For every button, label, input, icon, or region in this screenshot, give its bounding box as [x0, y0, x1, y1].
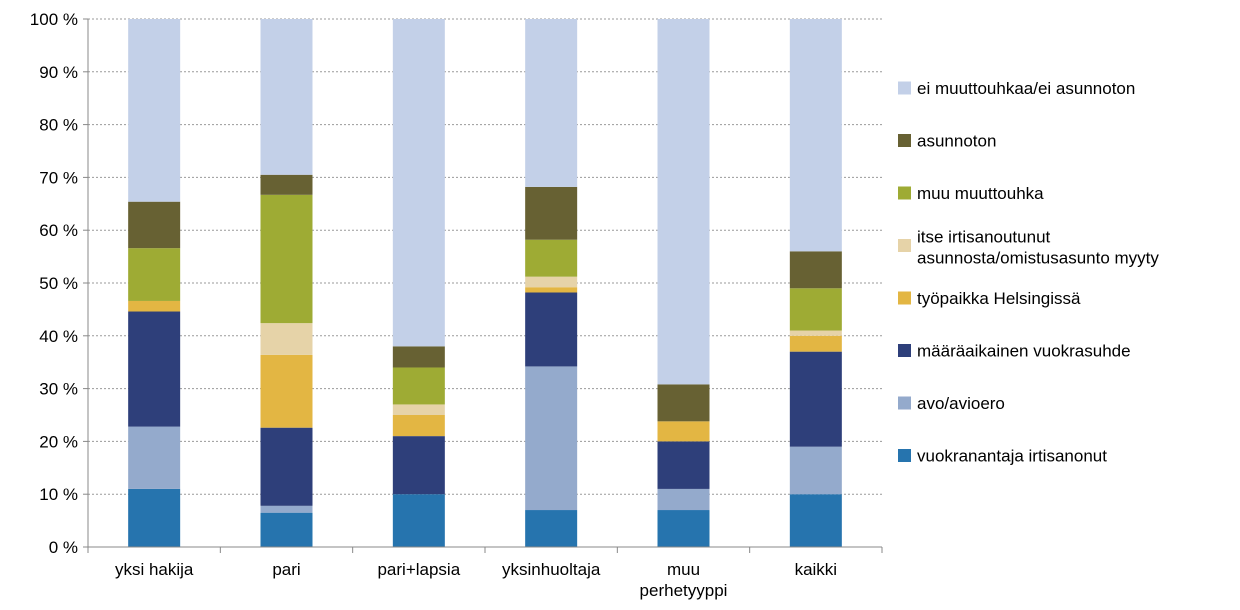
category-label: pari: [272, 560, 300, 579]
bar-segment: [789, 19, 842, 252]
legend-swatch: [898, 291, 911, 305]
bar-segment: [525, 186, 578, 240]
bar-segment: [525, 276, 578, 288]
axes-group: [83, 18, 883, 553]
bar-segment: [260, 354, 313, 428]
legend-label: vuokranantaja irtisanonut: [917, 447, 1107, 466]
legend-swatch: [898, 239, 911, 252]
legend-label: itse irtisanoutunut: [917, 228, 1051, 247]
bar-segment: [392, 404, 445, 415]
bar-segment: [392, 19, 445, 347]
bar-segment: [260, 323, 313, 355]
category-label: kaikki: [795, 560, 838, 579]
bar-segment: [657, 510, 710, 547]
y-tick-label: 40 %: [39, 327, 78, 346]
bar-segment: [657, 384, 710, 422]
y-tick-labels: 0 % 10 % 20 % 30 % 40 % 50 % 60 % 70 % 80 % 90 % 1…: [30, 10, 78, 557]
y-tick-label: 80 %: [39, 116, 78, 135]
bar-segment: [128, 311, 181, 427]
bar-segment: [789, 494, 842, 547]
legend-swatch: [898, 396, 911, 410]
y-tick-label: 60 %: [39, 221, 78, 240]
bar-segment: [525, 19, 578, 187]
y-tick-label: 20 %: [39, 432, 78, 451]
category-label: yksinhuoltaja: [502, 560, 601, 579]
y-tick-label: 10 %: [39, 485, 78, 504]
gridlines: [88, 18, 882, 495]
legend-label: määräaikainen vuokrasuhde: [917, 342, 1131, 361]
bar-segment: [789, 446, 842, 495]
category-label: muu: [667, 560, 700, 579]
category-labels: yksi hakija pari pari+lapsia yksinhuoltaja m…: [115, 560, 837, 600]
bars-group: [128, 19, 842, 547]
legend-label: ei muuttouhkaa/ei asunnoton: [917, 79, 1135, 98]
bar-segment: [789, 335, 842, 352]
y-tick-label: 30 %: [39, 380, 78, 399]
bar-segment: [260, 505, 313, 513]
bar-segment: [789, 288, 842, 331]
y-tick-label: 70 %: [39, 168, 78, 187]
y-tick-label: 90 %: [39, 63, 78, 82]
bar-segment: [789, 351, 842, 447]
category-label: perhetyyppi: [640, 581, 728, 600]
bar-segment: [392, 436, 445, 495]
bar-segment: [128, 19, 181, 202]
y-tick-label: 100 %: [30, 10, 78, 29]
bar-segment: [657, 421, 710, 442]
legend-swatch: [898, 186, 911, 200]
bar-segment: [128, 426, 181, 489]
bar-segment: [657, 441, 710, 489]
bar-segment: [525, 239, 578, 277]
legend-label: muu muuttouhka: [917, 184, 1044, 203]
bar-segment: [128, 488, 181, 547]
bar-segment: [392, 346, 445, 368]
bar-segment: [525, 292, 578, 367]
legend-swatch: [898, 81, 911, 95]
bar-segment: [260, 174, 313, 195]
legend-swatch: [898, 449, 911, 462]
y-tick-label: 50 %: [39, 274, 78, 293]
y-tick-label: 0 %: [49, 538, 78, 557]
bar-segment: [789, 251, 842, 289]
bar-segment: [392, 415, 445, 437]
legend-swatch: [898, 344, 911, 357]
legend-swatch: [898, 134, 911, 147]
bar-segment: [392, 494, 445, 547]
bar-segment: [525, 510, 578, 547]
legend-label: avo/avioero: [917, 394, 1005, 413]
bar-segment: [128, 248, 181, 301]
category-label: yksi hakija: [115, 560, 194, 579]
bar-segment: [260, 194, 313, 324]
bar-segment: [260, 512, 313, 547]
bar-segment: [392, 367, 445, 405]
bar-segment: [128, 201, 181, 249]
bar-segment: [260, 427, 313, 506]
bar-segment: [657, 488, 710, 511]
bar-segment: [789, 330, 842, 336]
category-label: pari+lapsia: [377, 560, 460, 579]
legend: ei muuttouhkaa/ei asunnoton asunnoton muu …: [898, 79, 1159, 466]
bar-segment: [260, 19, 313, 175]
bar-segment: [525, 366, 578, 511]
legend-label: asunnoton: [917, 132, 996, 151]
bar-segment: [525, 287, 578, 293]
bar-segment: [657, 19, 710, 385]
legend-label: työpaikka Helsingissä: [917, 289, 1081, 308]
bar-segment: [128, 300, 181, 312]
legend-label: asunnosta/omistusasunto myyty: [917, 249, 1159, 268]
